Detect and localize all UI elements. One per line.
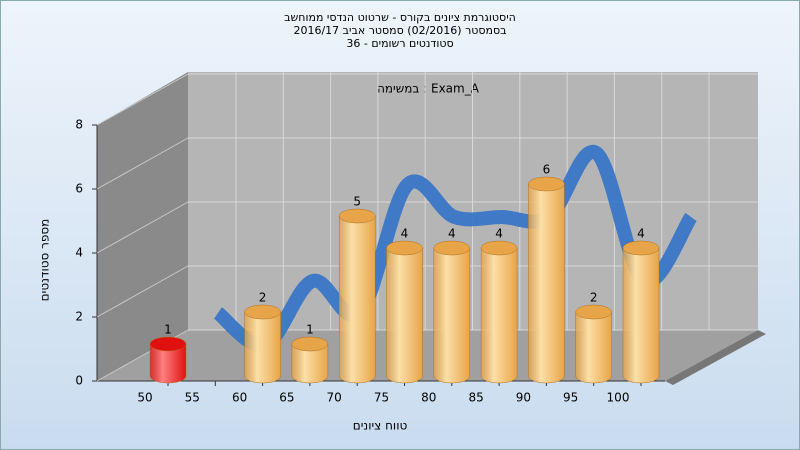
y-tick-label: 6 — [75, 182, 83, 196]
grid-line — [96, 265, 189, 318]
x-tick-label: 90 — [516, 391, 531, 405]
bar — [386, 247, 423, 384]
annotation: במשימה : Exam_A — [377, 82, 480, 96]
bar — [149, 343, 187, 384]
bar-top — [575, 304, 612, 320]
bar-top — [480, 240, 518, 256]
bar — [528, 183, 565, 384]
x-tick-label: 50 — [137, 391, 152, 405]
bar-top — [622, 240, 660, 256]
x-tick-label: 60 — [232, 391, 247, 405]
x-tick-label: 65 — [279, 391, 294, 405]
x-tick-label: 55 — [185, 391, 200, 405]
data-label: 2 — [259, 291, 267, 305]
bar-top — [291, 336, 329, 352]
bar-top — [433, 240, 471, 256]
x-tick-label: 85 — [468, 391, 483, 405]
grid-line — [96, 137, 189, 190]
y-tick-label: 2 — [75, 310, 83, 324]
bar — [480, 247, 518, 384]
bar-top — [528, 176, 565, 192]
bar — [244, 311, 281, 384]
x-axis-label: טווח ציונים — [353, 419, 408, 433]
data-label: 2 — [590, 291, 598, 305]
data-label: 4 — [401, 227, 409, 241]
x-tick-label: 100 — [607, 391, 630, 405]
data-label: 6 — [543, 163, 551, 177]
bar-top — [386, 240, 423, 256]
x-tick-label: 70 — [327, 391, 342, 405]
line-ribbon — [213, 144, 697, 353]
y-tick-label: 4 — [75, 246, 83, 260]
bar — [433, 247, 471, 384]
bar-top — [244, 304, 281, 320]
floor-edge — [665, 330, 766, 385]
data-label: 4 — [495, 227, 503, 241]
y-tick-label: 8 — [75, 118, 83, 132]
data-label: 1 — [306, 323, 314, 337]
x-tick-label: 80 — [421, 391, 436, 405]
bar-top — [338, 208, 376, 224]
data-label: 4 — [448, 227, 456, 241]
bar — [575, 311, 612, 384]
left-wall — [97, 72, 188, 381]
data-label: 4 — [637, 227, 645, 241]
bar — [622, 247, 660, 384]
grid-line — [96, 201, 189, 254]
bar-top — [149, 336, 187, 352]
data-label: 1 — [164, 323, 172, 337]
x-tick-label: 75 — [374, 391, 389, 405]
x-tick-label: 95 — [563, 391, 578, 405]
grid-line — [96, 73, 189, 126]
bar — [338, 215, 376, 384]
title-line: היסטוגרמת ציונים בקורס - שרטוט הנדסי ממו… — [284, 11, 516, 24]
title-line: סטודנטים רשומים - 36 — [346, 37, 453, 50]
title-line: בסמסטר (02/2016) סמסטר אביב 2016/17 — [293, 24, 506, 37]
bar — [291, 343, 329, 384]
y-axis-label: מספר סטודנטים — [38, 219, 52, 302]
data-label: 5 — [353, 195, 361, 209]
y-tick-label: 0 — [75, 374, 83, 388]
